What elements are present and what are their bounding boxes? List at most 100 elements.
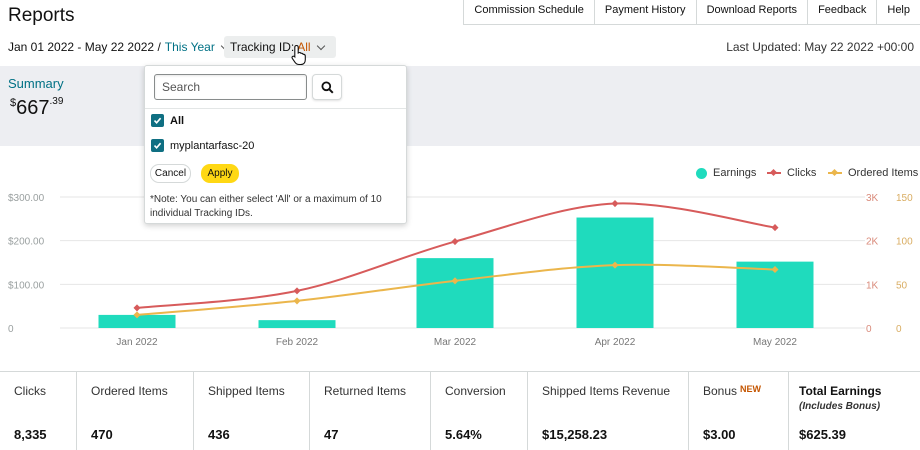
legend-earnings[interactable]: Earnings xyxy=(696,167,756,179)
tracking-search-input[interactable] xyxy=(154,74,307,100)
legend-label-earnings: Earnings xyxy=(713,167,757,179)
nav-feedback[interactable]: Feedback xyxy=(807,0,876,24)
bar-earnings xyxy=(416,258,494,328)
stat-value: 47 xyxy=(324,427,339,442)
y-left-tick-label: $300.00 xyxy=(8,193,45,204)
tracking-id-selector[interactable]: Tracking ID: All xyxy=(224,36,336,58)
bar-earnings xyxy=(258,320,336,328)
y-right-outer-tick-label: 3K xyxy=(866,193,879,204)
last-updated-text: Last Updated: May 22 2022 +00:00 xyxy=(726,40,914,54)
x-tick-label: Apr 2022 xyxy=(595,337,636,348)
legend-swatch-earnings xyxy=(696,167,707,179)
checkbox-checked-icon[interactable] xyxy=(151,114,164,127)
legend-swatch-clicks xyxy=(767,168,781,178)
stat-label: Shipped Items xyxy=(208,384,285,398)
y-left-tick-label: $200.00 xyxy=(8,237,45,248)
date-period-link[interactable]: This Year xyxy=(164,40,215,54)
new-badge: NEW xyxy=(740,384,762,394)
y-left-tick-label: 0 xyxy=(8,324,14,335)
stat-ordered-items: Ordered Items 470 xyxy=(77,372,194,450)
stat-shipped-items: Shipped Items 436 xyxy=(194,372,310,450)
nav-download-reports[interactable]: Download Reports xyxy=(695,0,808,24)
option-label: myplantarfasc-20 xyxy=(170,139,255,152)
search-icon xyxy=(321,81,334,94)
stat-value: 8,335 xyxy=(14,427,47,442)
legend-ordered-items[interactable]: Ordered Items xyxy=(828,167,918,179)
y-right-outer-tick-label: 2K xyxy=(866,237,879,248)
tracking-option-all[interactable]: All xyxy=(151,114,184,127)
stat-total-earnings: Total Earnings (Includes Bonus) $625.39 xyxy=(789,372,920,450)
y-right-inner-tick-label: 100 xyxy=(896,237,913,248)
date-range-text: Jan 01 2022 - May 22 2022 / xyxy=(8,40,161,54)
stat-clicks: Clicks 8,335 xyxy=(0,372,77,450)
stat-label: Clicks xyxy=(14,384,46,398)
stat-label: Conversion xyxy=(445,384,506,398)
stat-label: Shipped Items Revenue xyxy=(542,384,671,398)
y-right-inner-tick-label: 150 xyxy=(896,193,913,204)
dropdown-divider xyxy=(145,108,406,109)
stat-value: $625.39 xyxy=(799,427,846,442)
point-ordered-items xyxy=(611,261,619,269)
point-ordered-items xyxy=(293,297,301,305)
checkbox-checked-icon[interactable] xyxy=(151,139,164,152)
summary-value-main: 667 xyxy=(16,97,50,119)
stat-value: $3.00 xyxy=(703,427,736,442)
stat-value: 436 xyxy=(208,427,230,442)
legend-label-clicks: Clicks xyxy=(787,167,817,179)
point-clicks xyxy=(611,200,619,208)
stat-label: Returned Items xyxy=(324,384,407,398)
y-right-inner-tick-label: 50 xyxy=(896,280,908,291)
apply-button[interactable]: Apply xyxy=(201,164,239,183)
stat-returned-items: Returned Items 47 xyxy=(310,372,431,450)
y-left-tick-label: $100.00 xyxy=(8,280,45,291)
stats-row: Clicks 8,335 Ordered Items 470 Shipped I… xyxy=(0,371,920,450)
point-ordered-items xyxy=(451,277,459,285)
hand-cursor-icon xyxy=(291,44,306,66)
nav-help[interactable]: Help xyxy=(876,0,920,24)
cancel-button[interactable]: Cancel xyxy=(150,164,191,183)
tracking-option-myplantarfasc[interactable]: myplantarfasc-20 xyxy=(151,139,254,152)
stat-value: $15,258.23 xyxy=(542,427,608,442)
bar-earnings xyxy=(576,217,654,328)
x-tick-label: Feb 2022 xyxy=(276,337,319,348)
top-nav: Commission Schedule Payment History Down… xyxy=(463,0,920,25)
chevron-down-icon xyxy=(316,41,325,50)
legend-clicks[interactable]: Clicks xyxy=(767,167,816,179)
stat-sublabel: (Includes Bonus) xyxy=(799,401,881,412)
bar-earnings xyxy=(98,314,176,328)
tracking-id-label: Tracking ID: xyxy=(230,40,295,54)
stat-label: Ordered Items xyxy=(91,384,168,398)
y-right-inner-tick-label: 0 xyxy=(896,324,902,335)
point-ordered-items xyxy=(133,311,141,319)
stat-conversion: Conversion 5.64% xyxy=(431,372,528,450)
search-button[interactable] xyxy=(312,74,342,100)
stat-shipped-items-revenue: Shipped Items Revenue $15,258.23 xyxy=(528,372,689,450)
tracking-id-dropdown: All myplantarfasc-20 Cancel Apply *Note:… xyxy=(144,65,407,224)
summary-band xyxy=(0,66,920,146)
summary-value-cents: .39 xyxy=(49,96,64,107)
stat-label: Total Earnings xyxy=(799,384,882,398)
point-clicks xyxy=(293,287,301,295)
summary-label: Summary xyxy=(8,76,64,91)
legend-label-ordered-items: Ordered Items xyxy=(848,167,919,179)
point-clicks xyxy=(133,304,141,312)
tracking-note: *Note: You can either select 'All' or a … xyxy=(150,194,382,219)
page-title: Reports xyxy=(8,5,75,26)
nav-commission-schedule[interactable]: Commission Schedule xyxy=(463,0,593,24)
nav-payment-history[interactable]: Payment History xyxy=(593,0,696,24)
stat-bonus: Bonus NEW $3.00 xyxy=(689,372,789,450)
date-range-selector[interactable]: Jan 01 2022 - May 22 2022 / This Year xyxy=(8,40,234,54)
stat-label-text: Bonus xyxy=(703,384,738,398)
point-clicks xyxy=(451,238,459,246)
tracking-id-value[interactable]: All xyxy=(297,40,311,54)
point-clicks xyxy=(771,224,779,232)
stat-value: 5.64% xyxy=(445,427,482,442)
summary-currency: $ xyxy=(10,97,17,109)
earnings-chart: 0 0 0 $100.00 1K 50 $200.00 2K 100 $300.00 3K 150 Ja… xyxy=(8,193,913,348)
y-right-outer-tick-label: 1K xyxy=(866,280,879,291)
stat-value: 470 xyxy=(91,427,113,442)
legend-swatch-ordered-items xyxy=(828,168,842,178)
x-tick-label: Jan 2022 xyxy=(116,337,158,348)
x-tick-label: May 2022 xyxy=(753,337,797,348)
